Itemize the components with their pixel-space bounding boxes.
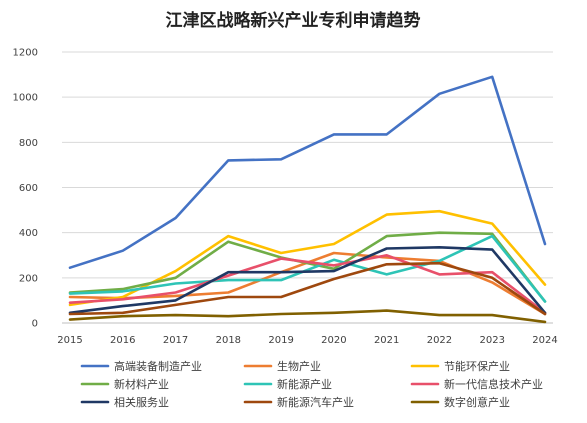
x-tick-label: 2019 <box>268 335 293 346</box>
series-line-9 <box>68 309 547 324</box>
legend-item: 新一代信息技术产业 <box>410 377 543 391</box>
y-tick-label: 1000 <box>13 93 38 104</box>
series-line-1 <box>68 75 547 270</box>
gridlines <box>62 51 553 324</box>
series-line-6 <box>68 254 547 315</box>
series-line-3 <box>68 209 547 307</box>
series-lines <box>68 75 547 324</box>
series-line-4 <box>68 231 547 303</box>
x-tick-label: 2016 <box>110 335 135 346</box>
x-tick-label: 2021 <box>374 335 399 346</box>
x-tick-label: 2018 <box>216 335 241 346</box>
legend-label: 新材料产业 <box>114 377 169 391</box>
x-tick-label: 2024 <box>532 335 557 346</box>
y-tick-label: 800 <box>19 138 38 149</box>
chart-title: 江津区战略新兴产业专利申请趋势 <box>166 10 421 31</box>
x-tick-label: 2022 <box>427 335 452 346</box>
y-tick-label: 0 <box>32 319 38 330</box>
series-line-8 <box>68 261 547 316</box>
series-line-7 <box>68 246 547 315</box>
legend-label: 节能环保产业 <box>444 359 510 373</box>
legend-item: 高端装备制造产业 <box>80 359 202 373</box>
x-tick-label: 2017 <box>163 335 188 346</box>
legend-label: 新能源汽车产业 <box>277 395 354 409</box>
legend-item: 相关服务业 <box>80 395 169 409</box>
x-tick-label: 2015 <box>57 335 82 346</box>
legend-label: 新能源产业 <box>277 377 332 391</box>
legend-item: 新能源汽车产业 <box>243 395 354 409</box>
legend-label: 生物产业 <box>277 359 321 373</box>
legend-item: 新材料产业 <box>80 377 169 391</box>
y-tick-label: 400 <box>19 228 38 239</box>
legend-label: 相关服务业 <box>114 395 169 409</box>
x-tick-label: 2023 <box>479 335 504 346</box>
x-tick-label: 2020 <box>321 335 346 346</box>
legend-item: 新能源产业 <box>243 377 332 391</box>
legend-item: 数字创意产业 <box>410 395 510 409</box>
legend-label: 数字创意产业 <box>444 395 510 409</box>
legend-label: 新一代信息技术产业 <box>444 377 543 391</box>
series-line-5 <box>68 234 547 303</box>
legend-label: 高端装备制造产业 <box>114 359 202 373</box>
legend-item: 节能环保产业 <box>410 359 510 373</box>
legend-item: 生物产业 <box>243 359 321 373</box>
y-tick-label: 600 <box>19 183 38 194</box>
axes: 0 200 400 600 800 1000 1200 2015 2016 2017 2018 201… <box>13 48 558 347</box>
y-tick-label: 200 <box>19 273 38 284</box>
y-tick-label: 1200 <box>13 48 38 59</box>
